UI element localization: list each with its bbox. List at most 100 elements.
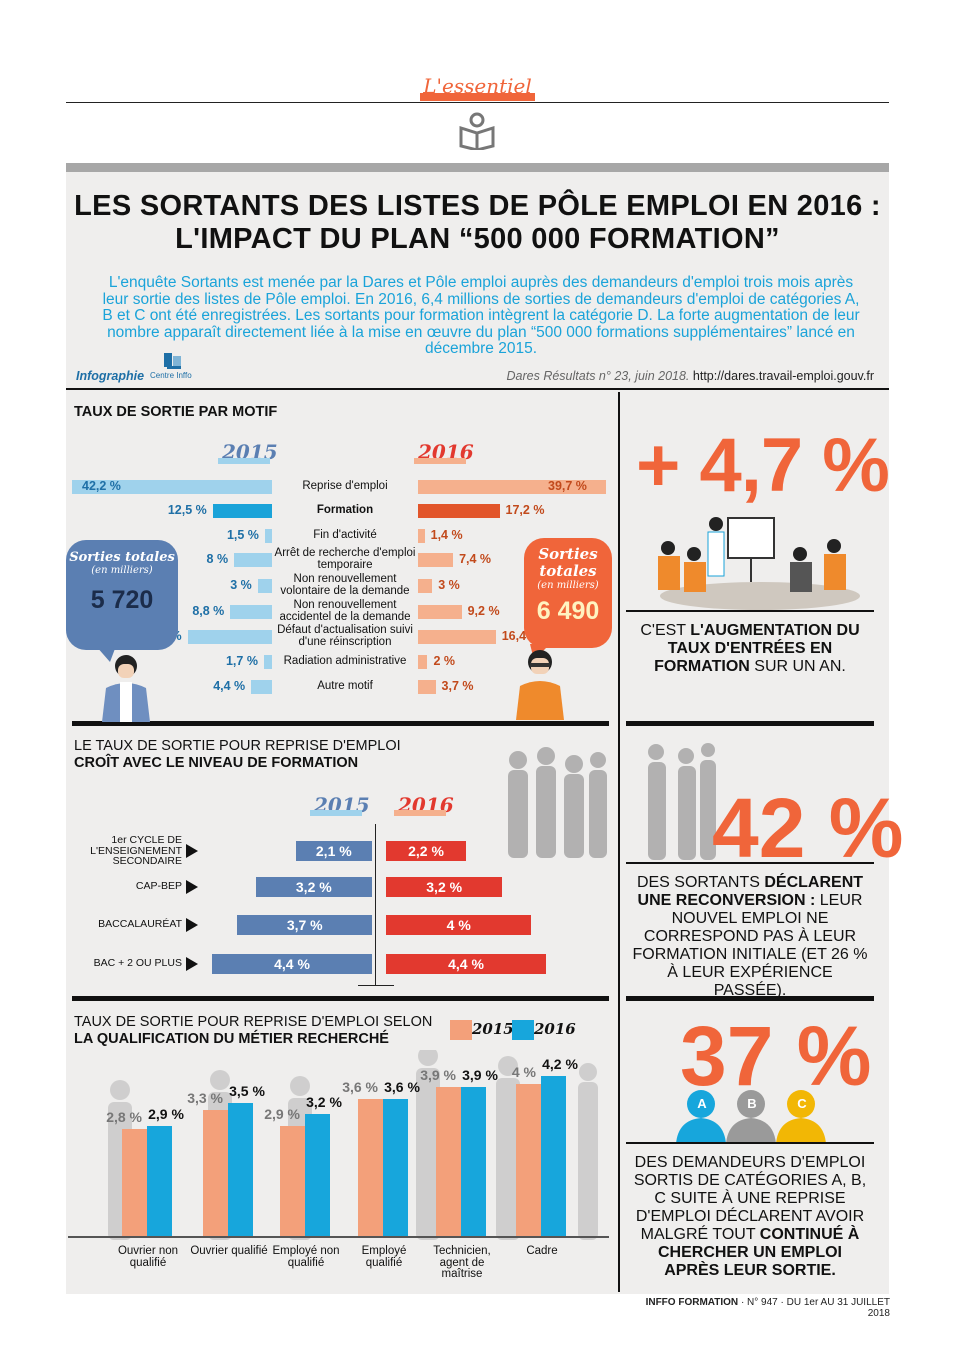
bar-2015-7 [263,655,272,669]
qual-bar-2015-3 [358,1098,383,1236]
intro-text: L'enquête Sortants est menée par la Dare… [102,274,860,358]
category-label-7: Radiation administrative [283,655,407,667]
stat3-value: 37 % [680,1009,872,1103]
badge-c: C [797,1096,807,1111]
stat1-text-b: L'AUGMENTATION DU TAUX D'ENTRÉES EN FORM… [654,622,860,675]
stat1-rule [626,610,874,612]
bar-2016-7 [418,655,428,669]
abc-category-figures [676,1090,826,1144]
divider-vertical [618,392,620,1292]
value-2016-7: 2 % [433,654,456,668]
stat3-text-a: DES DEMANDEURS D'EMPLOI SORTIS DE CATÉGO… [633,1154,867,1243]
bar-2016-4 [418,579,433,593]
bar-2016-3 [418,553,454,567]
value-2015-2: 1,5 % [226,528,259,542]
value-2016-4: 3 % [438,578,460,592]
value-2016-5: 9,2 % [467,604,500,618]
qual-bar-2016-2 [305,1114,330,1236]
legend-2016-label: 2016 [534,1020,576,1038]
legend-2015-label: 2015 [472,1020,514,1038]
badge-b: B [747,1096,757,1111]
edu-bar-2015-2: 3,7 % [237,915,372,935]
page-title: LES SORTANTS DES LISTES DE PÔLE EMPLOI E… [66,190,889,256]
people-group-silhouette [508,747,607,858]
callout-2016-unit: (en milliers) [537,580,599,591]
woman-figure-icon [516,650,564,720]
callout-2015-value: 5 720 [90,586,154,614]
edu-arrow-icon-3 [186,957,198,971]
callout-2015-label: Sorties totales [69,550,175,565]
bar-2015-1 [212,504,272,518]
stat1-value: + 4,7 % [636,423,890,508]
chart2-title: LE TAUX DE SORTIE POUR REPRISE D'EMPLOI … [74,738,401,772]
chart2-axis-base [358,985,394,986]
bar-2016-6 [418,630,496,644]
stat2-text-b: DÉCLARENT UNE RECONVERSION : [637,874,864,909]
stat2-value: 42 % [712,781,904,875]
qual-value-2015-1: 3,3 % [187,1090,223,1107]
edu-label-2: BACCALAURÉAT [98,918,182,930]
stat1-text-c: SUR UN AN. [749,658,846,675]
credit-source-url: http://dares.travail-emploi.gouv.fr [692,369,874,383]
panel-top-bar [66,163,889,172]
bar-2015-2 [264,529,272,543]
qual-value-2016-0: 2,9 % [148,1105,184,1122]
divider-right-1 [626,721,874,726]
qual-value-2016-1: 3,5 % [229,1082,265,1099]
bar-2016-8 [418,680,436,694]
divider-right-2 [626,996,874,1001]
category-label-2: Fin d'activité [313,529,377,541]
bar-2015-5 [230,605,272,619]
chart2-center-axis [375,824,376,986]
stat3-text-b: CONTINUÉ À CHERCHER UN EMPLOI APRÈS LEUR… [657,1226,860,1279]
value-2016-2: 1,4 % [430,528,463,542]
qual-bar-2016-4 [461,1087,486,1236]
qual-value-2016-4: 3,9 % [462,1067,498,1084]
qual-label-3: Employé qualifié [361,1245,407,1269]
value-2015-1: 12,5 % [167,503,207,517]
edu-arrow-icon-0 [186,844,198,858]
title-line-1: LES SORTANTS DES LISTES DE PÔLE EMPLOI E… [74,190,881,222]
category-label-1: Formation [316,504,374,516]
qual-value-2016-2: 3,2 % [306,1094,342,1111]
stat2-text-a: DES SORTANTS [636,874,765,891]
reading-person-icon [459,112,495,150]
qual-label-4: Technicien, agent de maîtrise [433,1245,491,1280]
title-line-2: L'IMPACT DU PLAN “500 000 FORMATION” [175,223,780,255]
credit-infographie: Infographie [76,369,145,383]
callout-2016: Sorties totales (en milliers) 6 490 [524,538,612,648]
chart3-title-line-2: LA QUALIFICATION DU MÉTIER RECHERCHÉ [74,1031,389,1047]
section-label: L'essentiel [423,74,532,98]
callout-2016-value: 6 490 [536,597,600,625]
qual-bar-2015-4 [436,1087,461,1236]
chart2-year-2016-underline [394,810,446,816]
stat1-text: C'EST L'AUGMENTATION DU TAUX D'ENTRÉES E… [630,622,870,676]
edu-bar-2016-1: 3,2 % [386,877,503,897]
chart3-title-line-1: TAUX DE SORTIE POUR REPRISE D'EMPLOI SEL… [74,1014,433,1030]
chart1-year-2015-underline [218,458,270,464]
bar-2016-2 [418,529,425,543]
stat2-rule [626,862,874,864]
divider-section-1 [72,721,609,726]
chart3-title: TAUX DE SORTIE POUR REPRISE D'EMPLOI SEL… [74,1014,432,1048]
value-2015-4: 3 % [230,578,252,592]
value-2016-8: 3,7 % [441,679,474,693]
value-2016-3: 7,4 % [459,552,492,566]
value-2015-7: 1,7 % [225,654,258,668]
chart3-baseline [68,1236,609,1238]
bar-2015-6 [187,630,272,644]
chart2-area: 2,1 % 2,2 % 1er CYCLE DE L'ENSEIGNEMENT SE… [90,824,546,986]
qual-label-5: Cadre [526,1245,558,1257]
qual-value-2015-4: 3,9 % [420,1067,456,1084]
footer: INFFO FORMATION · N° 947 · DU 1er AU 31 … [640,1297,890,1319]
edu-label-3: BAC + 2 OU PLUS [93,957,182,969]
qual-value-2015-5: 4 % [511,1063,536,1080]
centre-inffo-logo-mark [164,353,181,369]
qual-value-2015-3: 3,6 % [342,1078,378,1095]
chart2-year-2015-underline [310,810,362,816]
qual-value-2015-2: 2,9 % [264,1105,300,1122]
stat3-text: DES DEMANDEURS D'EMPLOI SORTIS DE CATÉGO… [630,1154,870,1280]
chart3-area: 2,8 % 2,9 % Ouvrier non qualifié 3,3 % 3,5 %… [68,1056,609,1280]
people-silhouette-right [648,743,716,860]
edu-bar-2016-3: 4,4 % [386,954,546,974]
